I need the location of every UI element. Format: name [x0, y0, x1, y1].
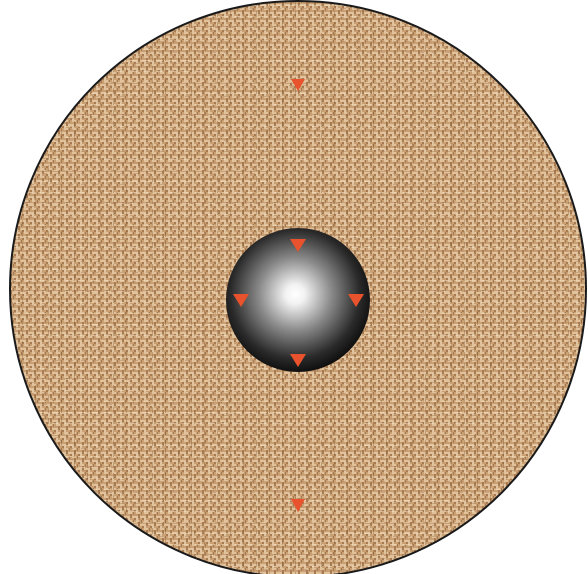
marker-top-outer	[291, 79, 305, 91]
marker-sphere-bottom	[290, 354, 306, 367]
marker-sphere-top	[290, 239, 306, 252]
markers	[233, 79, 364, 512]
disc-outline	[9, 0, 587, 574]
marker-sphere-left	[233, 294, 249, 307]
central-sphere	[226, 228, 370, 372]
marker-bottom-outer	[291, 499, 305, 512]
marker-sphere-right	[348, 294, 364, 307]
